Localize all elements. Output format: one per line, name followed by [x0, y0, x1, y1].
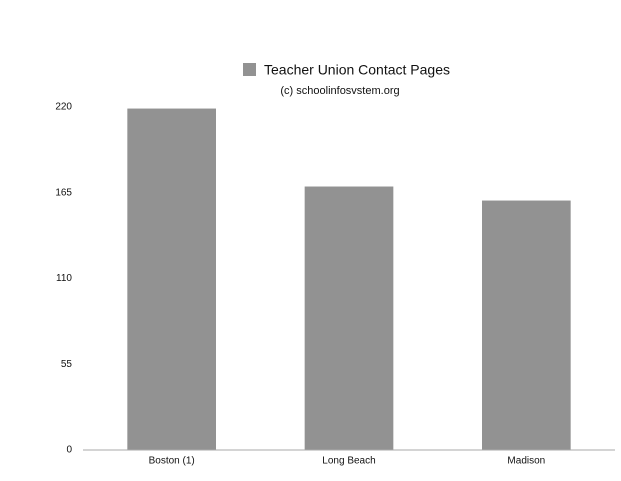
- chart-subtitle: (c) schoolinfosvstem.org: [280, 85, 399, 97]
- y-tick-label: 0: [66, 445, 72, 456]
- bar: [482, 200, 571, 450]
- y-tick-label: 165: [55, 187, 72, 198]
- y-tick-label: 55: [61, 359, 73, 370]
- legend-swatch: [243, 63, 256, 76]
- y-tick-label: 220: [55, 102, 72, 113]
- y-tick-label: 110: [56, 273, 72, 284]
- bar: [127, 108, 216, 451]
- x-tick-label: Long Beach: [322, 456, 375, 467]
- x-tick-label: Boston (1): [149, 456, 195, 467]
- legend-label: Teacher Union Contact Pages: [264, 62, 450, 78]
- bar: [304, 186, 394, 450]
- x-tick-label: Madison: [507, 456, 545, 467]
